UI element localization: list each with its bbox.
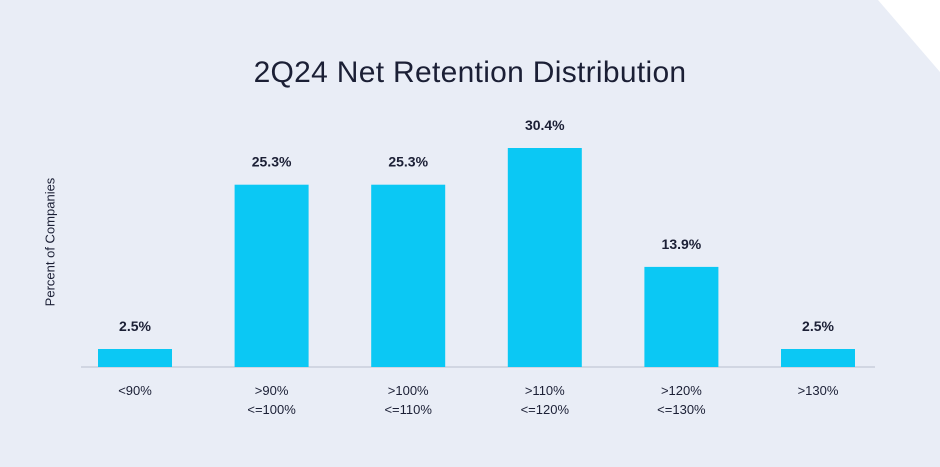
- value-label-3: 25.3%: [388, 154, 428, 170]
- bar-5: [644, 266, 719, 367]
- bar-1: [98, 349, 172, 367]
- x-tick-label-5-line-2: <=130%: [657, 402, 706, 417]
- value-label-5: 13.9%: [662, 236, 702, 252]
- x-tick-label-5-line-1: >120%: [661, 383, 702, 398]
- value-label-2: 25.3%: [252, 154, 292, 170]
- value-label-6: 2.5%: [802, 318, 834, 334]
- bar-2: [234, 184, 309, 367]
- bar-3: [371, 184, 446, 367]
- bar-4: [507, 148, 582, 367]
- x-tick-label-6-line-1: >130%: [798, 383, 839, 398]
- chart-title: 2Q24 Net Retention Distribution: [253, 56, 687, 89]
- x-tick-label-2-line-2: <=100%: [247, 402, 296, 417]
- corner-fold-decoration: [878, 0, 940, 72]
- x-tick-label-2-line-1: >90%: [255, 383, 289, 398]
- x-tick-label-4-line-2: <=120%: [521, 402, 570, 417]
- value-label-1: 2.5%: [119, 318, 151, 334]
- x-tick-label-4-line-1: >110%: [525, 383, 565, 398]
- x-tick-label-3-line-1: >100%: [388, 383, 429, 398]
- x-tick-label-3-line-2: <=110%: [384, 402, 432, 417]
- x-tick-label-1-line-1: <90%: [118, 383, 152, 398]
- bar-6: [781, 349, 855, 367]
- value-label-4: 30.4%: [525, 117, 565, 133]
